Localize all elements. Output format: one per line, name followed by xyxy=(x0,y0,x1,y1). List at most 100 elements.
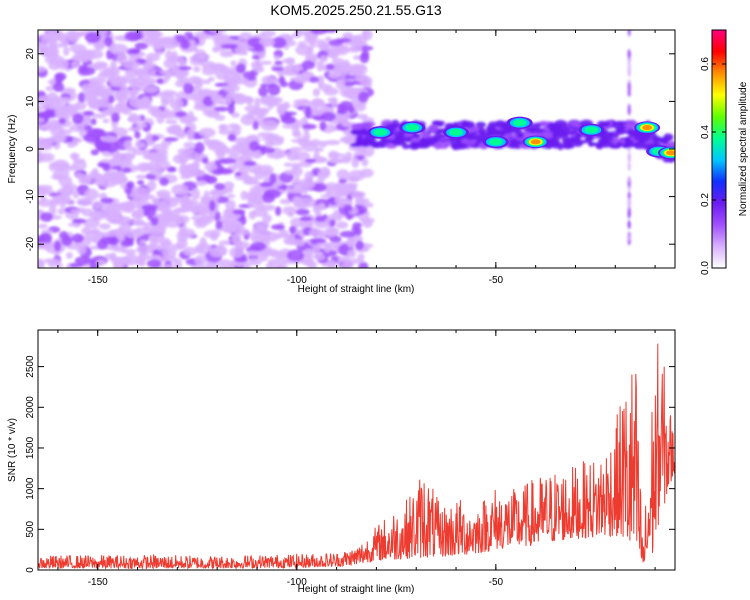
noise-blob xyxy=(232,94,248,103)
noise-blob xyxy=(153,38,159,50)
noise-blob xyxy=(494,53,498,58)
peak-blob xyxy=(531,139,541,144)
noise-blob xyxy=(267,237,277,242)
signal-blob xyxy=(597,138,609,143)
noise-blob xyxy=(304,33,318,44)
noise-blob xyxy=(155,160,170,171)
noise-blob xyxy=(274,55,280,60)
noise-blob xyxy=(464,43,475,48)
noise-blob xyxy=(180,60,187,67)
noise-blob xyxy=(151,197,158,203)
noise-blob xyxy=(96,259,106,265)
noise-blob xyxy=(257,108,270,113)
noise-blob xyxy=(589,34,595,40)
streak-blob xyxy=(628,154,631,163)
signal-blob xyxy=(552,138,560,145)
signal-blob xyxy=(541,131,552,135)
noise-blob xyxy=(219,158,236,164)
noise-blob xyxy=(599,72,605,80)
noise-blob xyxy=(269,173,276,184)
noise-blob xyxy=(313,88,320,96)
noise-blob xyxy=(230,60,236,66)
colorbar-tick-label: 0.0 xyxy=(700,261,711,275)
noise-blob xyxy=(295,120,302,129)
streak-blob xyxy=(628,162,631,171)
noise-blob xyxy=(221,44,239,49)
signal-blob xyxy=(398,132,404,139)
noise-blob xyxy=(295,45,312,56)
noise-blob xyxy=(576,41,587,44)
noise-blob xyxy=(316,39,326,49)
noise-blob xyxy=(104,36,113,46)
noise-blob xyxy=(54,241,61,252)
noise-blob xyxy=(591,246,597,252)
signal-blob xyxy=(363,122,375,127)
noise-blob xyxy=(639,188,647,192)
noise-blob xyxy=(509,89,515,95)
noise-blob xyxy=(224,209,234,214)
noise-blob xyxy=(130,91,137,101)
noise-blob xyxy=(497,184,502,188)
noise-blob xyxy=(264,189,281,198)
noise-blob xyxy=(492,80,501,86)
noise-blob xyxy=(252,168,261,174)
noise-blob xyxy=(175,215,190,224)
noise-blob xyxy=(414,224,425,231)
noise-blob xyxy=(538,207,546,213)
noise-blob xyxy=(221,39,238,45)
noise-blob xyxy=(251,151,262,159)
noise-blob xyxy=(309,229,324,237)
noise-blob xyxy=(275,206,281,216)
noise-blob xyxy=(488,255,494,259)
noise-blob xyxy=(177,148,194,154)
noise-blob xyxy=(98,26,107,35)
noise-blob xyxy=(159,214,170,225)
noise-blob xyxy=(229,247,244,258)
noise-blob xyxy=(104,253,115,260)
snr-ylabel: SNR (10 * v/v) xyxy=(7,418,18,482)
noise-blob xyxy=(93,201,101,210)
noise-blob xyxy=(240,191,247,201)
noise-blob xyxy=(588,69,596,76)
snr-background xyxy=(38,330,675,570)
noise-blob xyxy=(202,157,209,164)
spectrogram-ylabel: Frequency (Hz) xyxy=(7,115,18,184)
noise-blob xyxy=(328,50,339,59)
noise-blob xyxy=(274,61,283,65)
noise-blob xyxy=(249,141,260,151)
noise-blob xyxy=(393,88,400,94)
noise-blob xyxy=(472,86,478,93)
noise-blob xyxy=(260,147,275,153)
noise-blob xyxy=(382,55,394,61)
noise-blob xyxy=(52,160,69,172)
noise-blob xyxy=(421,189,433,195)
noise-blob xyxy=(67,142,75,147)
noise-blob xyxy=(586,264,593,270)
noise-blob xyxy=(352,222,362,228)
signal-blob xyxy=(568,130,578,134)
noise-blob xyxy=(286,57,295,64)
noise-blob xyxy=(166,126,182,134)
noise-blob xyxy=(521,42,528,48)
noise-blob xyxy=(281,116,296,124)
noise-blob xyxy=(136,175,147,180)
noise-blob xyxy=(53,82,64,92)
noise-blob xyxy=(407,87,413,93)
noise-blob xyxy=(72,160,87,171)
noise-blob xyxy=(126,200,142,209)
noise-blob xyxy=(478,153,482,156)
noise-blob xyxy=(90,118,96,125)
noise-blob xyxy=(212,46,220,53)
noise-blob xyxy=(302,124,317,130)
noise-blob xyxy=(38,153,55,162)
colorbar-label: Normalized spectral amplitude xyxy=(738,81,749,216)
noise-blob xyxy=(430,100,438,106)
noise-blob xyxy=(215,115,226,121)
noise-blob xyxy=(227,194,236,198)
noise-blob xyxy=(81,55,88,62)
signal-blob xyxy=(433,121,445,125)
noise-blob xyxy=(468,54,477,59)
noise-blob xyxy=(357,254,364,261)
noise-blob xyxy=(121,248,128,253)
noise-blob xyxy=(147,259,161,268)
